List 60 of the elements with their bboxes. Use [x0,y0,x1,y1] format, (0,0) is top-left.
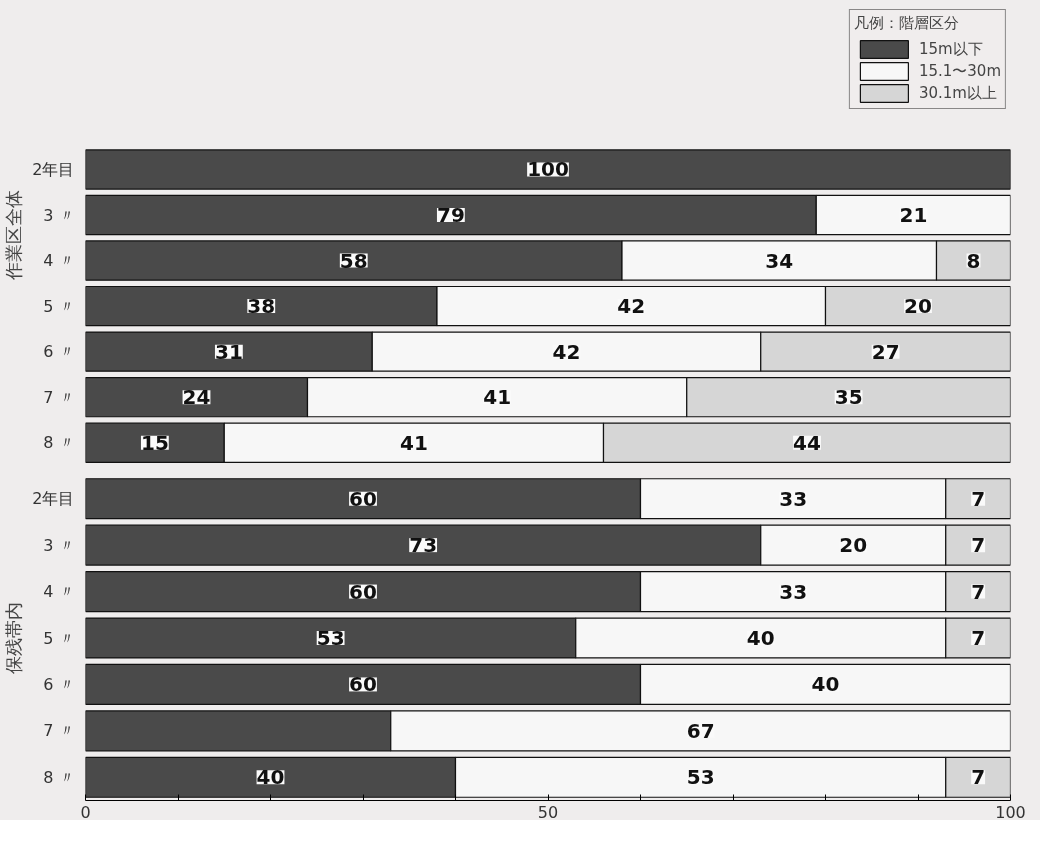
y-tick-label: 3 〃 [43,205,75,225]
data-label: 21 [899,203,928,227]
data-label: 7 [971,533,986,558]
data-label: 31 [214,339,243,364]
data-label: 35 [834,385,863,410]
x-tick-label: 0 [80,802,91,822]
x-tick-label: 100 [995,802,1026,822]
y-axis-title: 保残帯内 [3,602,25,674]
data-label: 7 [971,579,986,604]
data-label: 67 [686,718,715,743]
data-label: 7 [971,626,986,650]
y-axis-title: 作業区全体 [3,190,25,282]
data-label: 41 [483,385,512,410]
legend-label: 15.1〜30m [918,61,1001,81]
data-label: 24 [182,385,211,410]
y-tick-label: 6 〃 [43,674,75,694]
data-label: 44 [793,430,821,455]
data-label: 15 [140,430,169,455]
data-label: 60 [349,486,377,511]
y-tick-label: 5 〃 [43,296,75,316]
y-tick-label: 4 〃 [43,582,75,602]
y-tick-label: 2年目 [32,489,75,509]
legend-title: 凡例：階層区分 [853,14,960,33]
data-label: 8 [966,248,981,273]
legend-label: 30.1m以上 [918,83,997,103]
x-tick-label: 50 [537,802,559,822]
y-tick-label: 7 〃 [43,721,75,741]
y-tick-label: 8 〃 [43,767,75,787]
data-label: 20 [904,294,932,319]
data-label: 58 [339,248,368,273]
y-tick-label: 2年目 [32,159,75,179]
data-label: 53 [316,626,345,650]
y-tick-label: 8 〃 [43,433,75,453]
data-label: 42 [552,339,581,364]
data-label: 42 [617,294,646,319]
data-label: 73 [409,533,438,558]
data-label: 40 [746,626,775,650]
y-tick-label: 6 〃 [43,342,75,362]
data-label: 34 [765,248,794,273]
data-label: 7 [971,486,986,511]
data-label: 33 [779,486,808,511]
data-label: 79 [436,203,465,227]
data-label: 7 [971,765,986,790]
legend-label: 15m以下 [918,39,983,59]
y-tick-label: 4 〃 [43,251,75,271]
data-label: 27 [871,339,900,364]
data-label: 100 [527,157,569,182]
data-label: 20 [839,533,868,558]
bar [85,149,1011,190]
y-tick-label: 7 〃 [43,387,75,407]
data-label: 53 [686,765,715,790]
data-label: 38 [247,294,276,319]
data-label: 60 [349,579,377,604]
data-label: 40 [256,765,285,790]
data-label: 40 [811,672,840,697]
data-label: 60 [349,672,377,697]
data-label: 41 [399,430,428,455]
y-tick-label: 5 〃 [43,628,75,648]
y-tick-label: 3 〃 [43,535,75,555]
data-label: 33 [779,579,808,604]
